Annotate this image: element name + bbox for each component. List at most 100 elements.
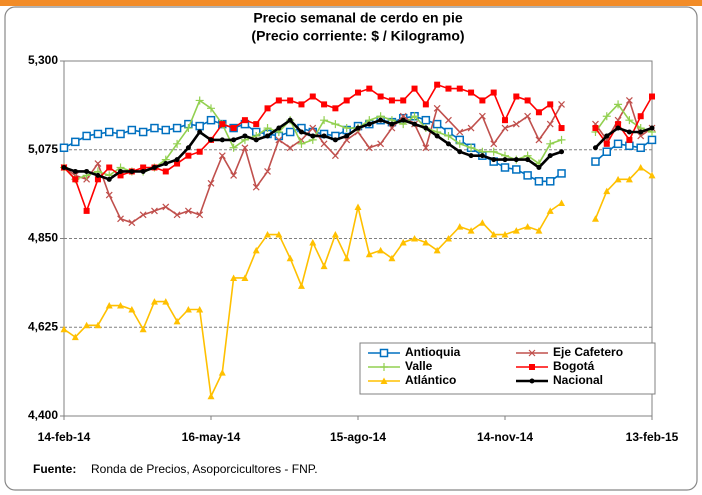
marker [174, 157, 180, 163]
marker [206, 115, 216, 125]
marker [184, 306, 192, 313]
marker [400, 117, 406, 123]
marker [604, 133, 610, 139]
marker [490, 140, 498, 148]
marker [613, 139, 623, 149]
marker [207, 392, 215, 400]
marker [309, 238, 317, 246]
marker [229, 143, 238, 152]
marker [196, 306, 204, 313]
marker [512, 165, 521, 174]
marker [365, 144, 373, 152]
marker [138, 127, 148, 137]
marker [331, 231, 339, 238]
marker [432, 119, 442, 129]
marker [411, 235, 419, 242]
marker [286, 144, 294, 152]
marker [320, 116, 329, 125]
marker [298, 129, 304, 135]
marker [342, 124, 351, 133]
source-label: Fuente: [33, 462, 76, 476]
marker [592, 125, 599, 132]
marker [445, 141, 451, 147]
marker [445, 85, 452, 92]
marker [410, 112, 419, 121]
marker [219, 121, 226, 128]
marker [161, 125, 171, 135]
marker [501, 231, 509, 238]
marker [106, 164, 113, 171]
y-tick-label: 5,075 [28, 142, 58, 156]
marker [591, 215, 599, 222]
marker [468, 153, 474, 159]
marker [490, 231, 498, 238]
marker [218, 369, 226, 376]
marker [649, 93, 655, 100]
marker [546, 120, 554, 128]
marker [547, 153, 553, 159]
y-tick-label: 4,400 [28, 408, 58, 422]
legend-label: Nacional [553, 373, 603, 387]
marker [162, 203, 170, 211]
marker [380, 377, 388, 384]
marker [523, 171, 532, 180]
marker [129, 168, 135, 174]
marker [150, 123, 159, 133]
marker [332, 105, 339, 112]
marker [479, 97, 486, 104]
marker [117, 215, 124, 223]
marker [71, 333, 79, 341]
marker [545, 177, 555, 186]
marker [253, 121, 260, 128]
marker [529, 364, 535, 370]
marker [388, 254, 396, 262]
marker [502, 117, 508, 124]
marker [468, 89, 475, 96]
marker [242, 133, 248, 139]
marker [230, 274, 238, 281]
marker [377, 93, 384, 100]
marker [150, 298, 158, 305]
marker [456, 128, 464, 136]
marker [309, 93, 316, 100]
marker [230, 171, 238, 179]
marker [173, 317, 181, 325]
marker [478, 112, 486, 120]
legend-label: Bogotá [553, 359, 595, 373]
marker [433, 246, 441, 254]
marker [275, 136, 283, 144]
marker [467, 143, 476, 152]
marker [399, 238, 407, 246]
marker [265, 133, 271, 139]
marker [275, 97, 282, 104]
marker [529, 378, 535, 384]
x-tick-label: 15-ago-14 [330, 430, 386, 444]
marker [378, 117, 384, 123]
header-strip [0, 0, 702, 6]
marker [615, 121, 622, 128]
marker [513, 157, 519, 163]
marker [309, 124, 317, 132]
marker [625, 97, 633, 104]
marker [524, 112, 532, 120]
marker [264, 168, 271, 175]
marker [648, 171, 656, 179]
legend-label: Eje Cafetero [553, 345, 623, 359]
marker [625, 116, 634, 125]
marker [457, 149, 463, 155]
marker [535, 109, 542, 116]
marker [71, 137, 80, 147]
marker [59, 143, 69, 153]
marker [196, 211, 204, 219]
marker [310, 133, 316, 139]
marker [489, 147, 498, 156]
marker [365, 250, 373, 258]
marker [207, 104, 215, 113]
marker [479, 153, 485, 159]
marker [626, 136, 633, 143]
marker [331, 152, 339, 160]
marker [297, 139, 306, 148]
chart-frame [4, 6, 698, 491]
marker [184, 124, 193, 133]
marker [230, 125, 237, 132]
